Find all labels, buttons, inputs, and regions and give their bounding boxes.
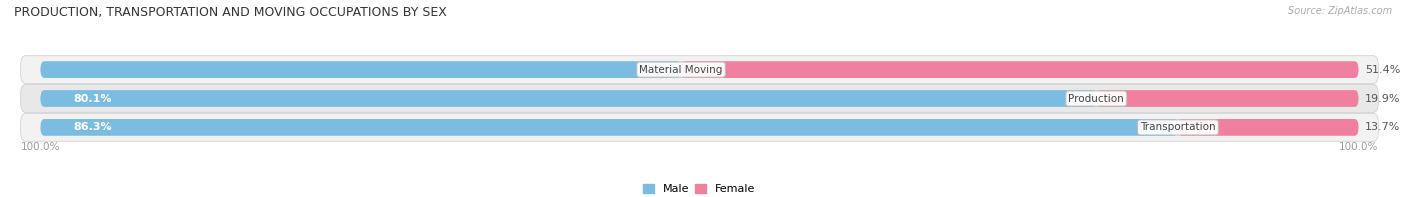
Text: 19.9%: 19.9% bbox=[1365, 94, 1400, 103]
Text: 51.4%: 51.4% bbox=[1365, 65, 1400, 75]
Text: Material Moving: Material Moving bbox=[640, 65, 723, 75]
Text: 86.3%: 86.3% bbox=[73, 122, 112, 132]
FancyBboxPatch shape bbox=[21, 113, 1378, 141]
FancyBboxPatch shape bbox=[41, 119, 1178, 136]
Text: Source: ZipAtlas.com: Source: ZipAtlas.com bbox=[1288, 6, 1392, 16]
Text: 100.0%: 100.0% bbox=[1339, 142, 1378, 152]
FancyBboxPatch shape bbox=[41, 61, 681, 78]
FancyBboxPatch shape bbox=[41, 90, 1097, 107]
Text: 80.1%: 80.1% bbox=[73, 94, 112, 103]
Legend: Male, Female: Male, Female bbox=[638, 179, 761, 197]
FancyBboxPatch shape bbox=[21, 85, 1378, 112]
Text: 13.7%: 13.7% bbox=[1365, 122, 1400, 132]
FancyBboxPatch shape bbox=[681, 61, 1358, 78]
FancyBboxPatch shape bbox=[21, 56, 1378, 84]
Text: Production: Production bbox=[1069, 94, 1125, 103]
FancyBboxPatch shape bbox=[1178, 119, 1358, 136]
FancyBboxPatch shape bbox=[1097, 90, 1358, 107]
Text: 100.0%: 100.0% bbox=[21, 142, 60, 152]
Text: 48.6%: 48.6% bbox=[638, 65, 675, 75]
Text: Transportation: Transportation bbox=[1140, 122, 1216, 132]
Text: PRODUCTION, TRANSPORTATION AND MOVING OCCUPATIONS BY SEX: PRODUCTION, TRANSPORTATION AND MOVING OC… bbox=[14, 6, 447, 19]
